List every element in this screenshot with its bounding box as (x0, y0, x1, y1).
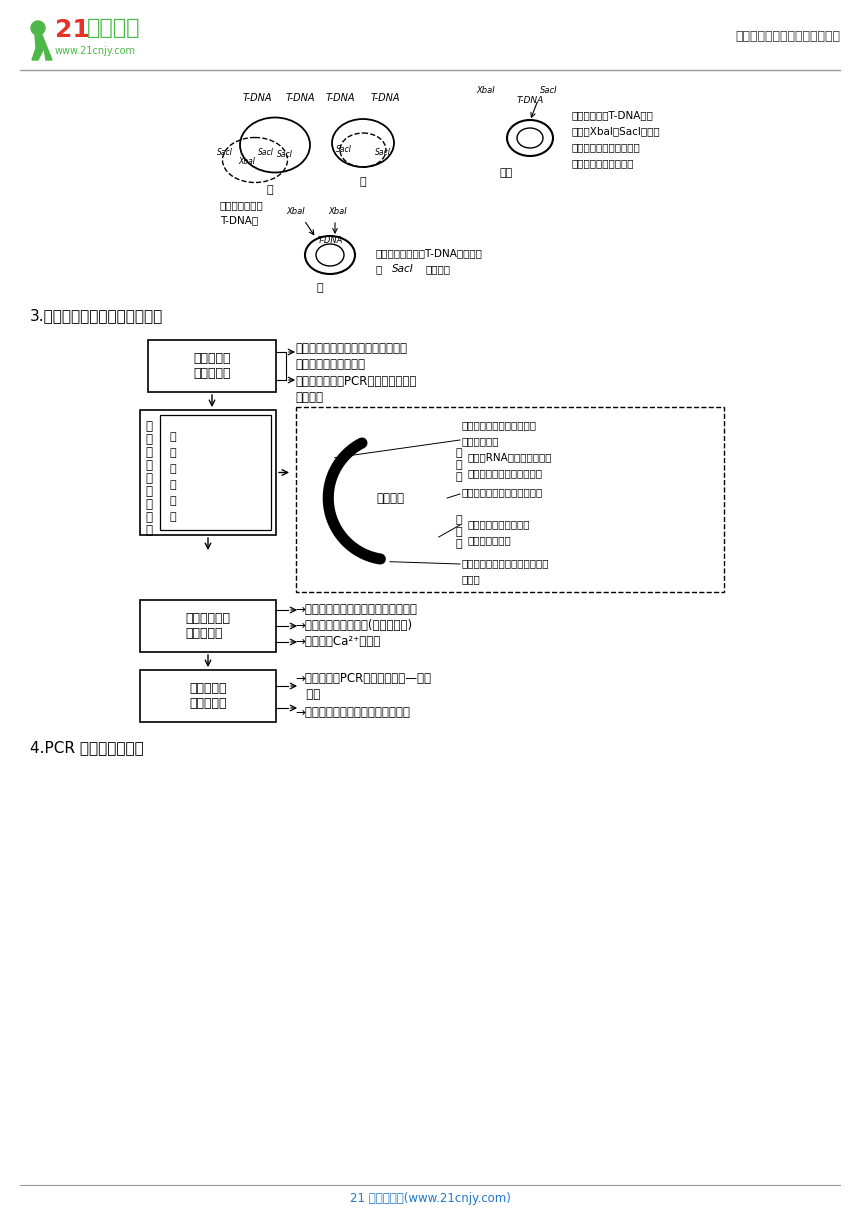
Text: SacI: SacI (217, 148, 233, 157)
Text: 目的基因：人们所需要的基因: 目的基因：人们所需要的基因 (462, 486, 544, 497)
Text: 体: 体 (145, 485, 152, 499)
Text: 合的部位，驱动基因的转录: 合的部位，驱动基因的转录 (468, 468, 543, 478)
Text: →分子水平：PCR等技术、抗原—抗体: →分子水平：PCR等技术、抗原—抗体 (295, 672, 431, 685)
Text: SacI: SacI (392, 264, 414, 274)
Text: SacI: SacI (258, 148, 274, 157)
Text: XbaI: XbaI (238, 157, 255, 167)
Text: 功能：RNA聚合酶识别和结: 功能：RNA聚合酶识别和结 (468, 452, 552, 462)
Text: 子: 子 (455, 472, 462, 482)
Text: SacI: SacI (375, 148, 391, 157)
Text: 表: 表 (145, 446, 152, 458)
Text: 切割位点位于T-DNA上，: 切割位点位于T-DNA上， (572, 109, 654, 120)
Text: 清晰的基因中进行筛选: 清晰的基因中进行筛选 (295, 358, 365, 371)
Text: SacI: SacI (540, 86, 557, 95)
Text: 动: 动 (455, 460, 462, 471)
Circle shape (31, 21, 45, 35)
Text: 将目的基因导
入受体细胞: 将目的基因导 入受体细胞 (186, 612, 230, 640)
Text: 切割位点不位于: 切割位点不位于 (220, 199, 264, 210)
Bar (160, 415, 271, 530)
Bar (140, 410, 276, 535)
Text: 核: 核 (169, 447, 176, 458)
Text: 目的基因的
筛选与获取: 目的基因的 筛选与获取 (194, 351, 230, 379)
Text: →微生物：Ca²⁺处理法: →微生物：Ca²⁺处理法 (295, 635, 380, 648)
Text: XbaI: XbaI (329, 207, 347, 216)
Text: T-DNA: T-DNA (286, 92, 315, 103)
Text: 切割位点: 切割位点 (425, 264, 450, 274)
Text: 功能：终止转录: 功能：终止转录 (468, 535, 512, 545)
Bar (140, 599, 276, 652)
Text: 子: 子 (455, 539, 462, 548)
Bar (140, 670, 276, 722)
Bar (148, 340, 276, 392)
Text: T-DNA: T-DNA (371, 92, 400, 103)
Text: 基因两端切割位点相同: 基因两端切割位点相同 (572, 158, 635, 168)
Text: 而且含XbaI、SacI两种限: 而且含XbaI、SacI两种限 (572, 126, 660, 136)
Text: 骤: 骤 (169, 496, 176, 506)
Text: 心: 心 (169, 465, 176, 474)
Text: 21 世纪教育网(www.21cnjy.com): 21 世纪教育网(www.21cnjy.com) (349, 1192, 511, 1205)
Text: 构: 构 (145, 511, 152, 524)
Text: 与筛选: 与筛选 (462, 574, 481, 584)
Text: →个体生物学水平：抗性、耐性实验: →个体生物学水平：抗性、耐性实验 (295, 706, 410, 719)
Text: T-DNA: T-DNA (516, 96, 544, 105)
Text: →植物：农杆菌转化法、花粉管通道法: →植物：农杆菌转化法、花粉管通道法 (295, 603, 417, 617)
Text: 目的基因: 目的基因 (295, 392, 323, 404)
Text: 丁: 丁 (316, 283, 323, 293)
Text: T-DNA上: T-DNA上 (220, 215, 258, 225)
Text: 4.PCR 技术原理与条件: 4.PCR 技术原理与条件 (30, 741, 144, 755)
Text: 甲: 甲 (267, 185, 273, 195)
Text: SacI: SacI (336, 145, 352, 154)
Text: 乏: 乏 (375, 264, 381, 274)
Text: 因: 因 (145, 433, 152, 446)
Text: 丙：: 丙： (500, 168, 513, 178)
Text: T-DNA: T-DNA (325, 92, 354, 103)
Text: 目的基因的
检测与鉴定: 目的基因的 检测与鉴定 (189, 682, 227, 710)
Text: 的: 的 (145, 499, 152, 511)
Text: 达: 达 (145, 458, 152, 472)
Text: 录的起始位点: 录的起始位点 (462, 437, 500, 446)
Text: （: （ (169, 432, 176, 441)
Text: T-DNA: T-DNA (243, 92, 272, 103)
Text: 终: 终 (455, 516, 462, 525)
Text: 世纪教育: 世纪教育 (87, 18, 140, 38)
Text: →动物：显微注射技术(导入受精卵): →动物：显微注射技术(导入受精卵) (295, 619, 412, 632)
Text: ：虽然切割位点在T-DNA上，但缺: ：虽然切割位点在T-DNA上，但缺 (375, 248, 482, 258)
Text: 3.熟记基因工程的四个操作步骤: 3.熟记基因工程的四个操作步骤 (30, 308, 163, 323)
Text: 21: 21 (55, 18, 90, 43)
Text: 基: 基 (145, 420, 152, 433)
Text: 建: 建 (145, 524, 152, 537)
Text: XbaI: XbaI (476, 86, 495, 95)
Text: ）: ） (169, 512, 176, 522)
Text: 标记基因：用于目的基因的检测: 标记基因：用于目的基因的检测 (462, 558, 550, 568)
Text: 表达载体: 表达载体 (376, 491, 404, 505)
Text: 筛选方法：从相关的已知结构和功能: 筛选方法：从相关的已知结构和功能 (295, 342, 407, 355)
Text: 位置：目的基因的下游: 位置：目的基因的下游 (468, 519, 531, 529)
Text: 启: 启 (455, 447, 462, 458)
Text: 位置：基因的上游，紧挨转: 位置：基因的上游，紧挨转 (462, 420, 537, 430)
Text: www.21cnjy.com: www.21cnjy.com (55, 46, 136, 56)
Text: 载: 载 (145, 472, 152, 485)
Text: 止: 止 (455, 527, 462, 537)
Text: SacI: SacI (277, 150, 293, 159)
Text: XbaI: XbaI (286, 207, 305, 216)
Text: 中小学教育资源及组卷应用平台: 中小学教育资源及组卷应用平台 (735, 30, 840, 43)
Text: 乙: 乙 (359, 178, 366, 187)
Text: 步: 步 (169, 480, 176, 490)
Text: 制酶切割位点，恰与目的: 制酶切割位点，恰与目的 (572, 142, 641, 152)
Bar (296, 407, 724, 592)
Text: 杂交: 杂交 (295, 688, 320, 700)
Polygon shape (32, 35, 52, 60)
Text: T-DNA: T-DNA (317, 236, 342, 244)
Text: 获取方法：常用PCR特异性快速扩增: 获取方法：常用PCR特异性快速扩增 (295, 375, 416, 388)
